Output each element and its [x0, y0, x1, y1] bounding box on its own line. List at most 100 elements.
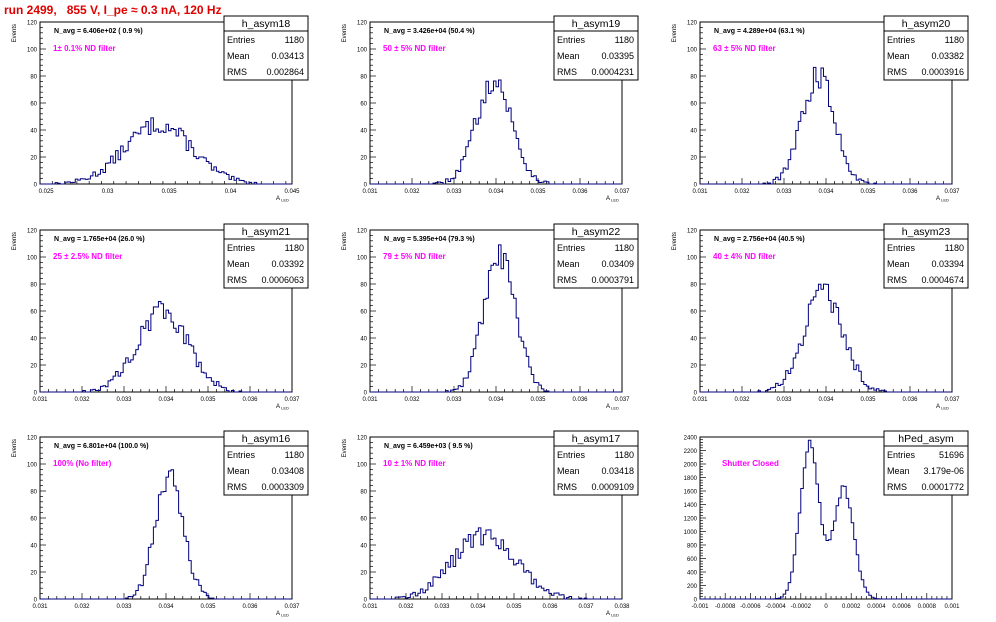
x-tick-label: 0.032 [404, 397, 420, 403]
stats-title: hPed_asym [898, 433, 954, 445]
stats-value: 0.03409 [601, 259, 634, 269]
y-tick-label: 120 [357, 436, 368, 442]
y-tick-label: 80 [30, 283, 37, 289]
x-tick-label: 0.035 [860, 397, 876, 403]
x-tick-label: 0.0008 [918, 604, 937, 610]
y-tick-label: 1000 [684, 530, 698, 536]
stats-label: RMS [887, 482, 907, 492]
stats-value: 1180 [615, 450, 634, 460]
y-tick-label: 120 [27, 229, 38, 235]
y-tick-label: 100 [27, 463, 38, 469]
stats-box [553, 15, 639, 81]
stats-label: Mean [227, 259, 250, 269]
x-axis-title-subscript: LED [610, 406, 619, 411]
histogram-panel-hPed_asym: 0 200 400 600 800 1000 1200 1400 1600 1800 2000 220… [684, 430, 969, 610]
y-tick-label: 60 [30, 517, 37, 523]
x-tick-label: -0.001 [691, 604, 709, 610]
y-axis-title: Events [12, 24, 18, 42]
histogram-line [40, 469, 292, 600]
histogram-line [370, 79, 622, 185]
stats-box [553, 430, 639, 496]
stats-value: 0.03395 [601, 51, 634, 61]
x-tick-label: 0.032 [734, 397, 750, 403]
x-tick-label: 0.036 [902, 189, 918, 195]
y-tick-label: 40 [30, 129, 37, 135]
stats-label: Entries [887, 450, 916, 460]
y-tick-label: 1400 [684, 503, 698, 509]
x-axis-title: A LED [606, 196, 619, 203]
x-axis-title: A LED [606, 404, 619, 411]
x-tick-label: 0.031 [362, 189, 378, 195]
filter-label: 1± 0.1% ND filter [53, 44, 116, 53]
histogram-line [370, 244, 622, 393]
stats-value: 51696 [939, 450, 964, 460]
x-tick-label: -0.0002 [791, 604, 812, 610]
x-axis-title: A LED [276, 404, 289, 411]
x-tick-label: 0.045 [284, 189, 300, 195]
y-tick-label: 40 [30, 337, 37, 343]
y-tick-label: 20 [360, 364, 367, 370]
y-tick-label: 1800 [684, 476, 698, 482]
x-tick-label: 0.035 [860, 189, 876, 195]
x-tick-label: 0.031 [32, 604, 48, 610]
filter-label: 63 ± 5% ND filter [713, 44, 776, 53]
x-tick-label: 0.032 [404, 189, 420, 195]
stats-label: RMS [557, 482, 577, 492]
stats-value: 0.03392 [271, 259, 304, 269]
filter-label: Shutter Closed [722, 459, 779, 468]
histogram-panel-h_asym18: 0 20 40 60 80 100 120 0.025 0.03 0.035 0.04 0.045 Ev… [12, 15, 309, 203]
filter-label: 79 ± 5% ND filter [383, 252, 446, 261]
y-axis-title: Events [672, 232, 678, 250]
y-tick-label: 60 [690, 102, 697, 108]
histogram-panel-h_asym23: 0 20 40 60 80 100 120 0.031 0.032 0.033 0.034 0.035… [672, 223, 969, 411]
x-tick-label: 0.032 [74, 397, 90, 403]
x-tick-label: 0.031 [32, 397, 48, 403]
y-tick-label: 40 [690, 129, 697, 135]
y-tick-label: 400 [687, 571, 698, 577]
x-tick-label: 0.036 [542, 604, 558, 610]
histogram-panel-h_asym19: 0 20 40 60 80 100 120 0.031 0.032 0.033 0.034 0.035… [342, 15, 639, 203]
x-tick-label: 0.035 [200, 397, 216, 403]
y-tick-label: 0 [364, 391, 368, 397]
stats-title: h_asym17 [572, 433, 621, 445]
x-axis-title: A LED [276, 611, 289, 618]
x-tick-label: 0.038 [614, 604, 630, 610]
stats-value: 0.0003791 [591, 275, 634, 285]
x-tick-label: 0.035 [200, 604, 216, 610]
stats-label: RMS [887, 275, 907, 285]
stats-title: h_asym19 [572, 18, 621, 30]
x-tick-label: 0.031 [362, 604, 378, 610]
x-axis-title: A LED [276, 196, 289, 203]
x-tick-label: 0.037 [284, 397, 300, 403]
stats-title: h_asym20 [902, 18, 951, 30]
n-avg-label: N_avg = 2.756e+04 (40.5 %) [714, 236, 805, 243]
stats-label: RMS [227, 67, 247, 77]
histogram-panel-h_asym16: 0 20 40 60 80 100 120 0.031 0.032 0.033 0.034 0.035… [12, 430, 309, 618]
x-tick-label: 0.0006 [892, 604, 911, 610]
x-tick-label: 0.025 [39, 189, 55, 195]
x-tick-label: 0.034 [470, 604, 486, 610]
stats-value: 1180 [285, 35, 304, 45]
stats-label: Entries [557, 243, 586, 253]
stats-value: 0.0003309 [261, 482, 304, 492]
x-tick-label: 0.032 [734, 189, 750, 195]
n-avg-label: N_avg = 1.765e+04 (26.0 %) [54, 236, 145, 243]
histogram-line [370, 527, 622, 600]
x-tick-label: -0.0008 [715, 604, 736, 610]
stats-label: Mean [557, 259, 580, 269]
stats-value: 0.03413 [271, 51, 304, 61]
y-tick-label: 0 [694, 391, 698, 397]
run-title: run 2499, 855 V, I_pe ≈ 0.3 nA, 120 Hz [4, 3, 222, 17]
y-axis-title: Events [12, 439, 18, 457]
x-tick-label: 0.035 [506, 604, 522, 610]
x-tick-label: 0.0002 [842, 604, 861, 610]
stats-label: Entries [887, 243, 916, 253]
x-tick-label: 0.031 [362, 397, 378, 403]
stats-label: Mean [227, 51, 250, 61]
x-axis-title-subscript: LED [280, 613, 289, 618]
x-tick-label: 0.033 [446, 189, 462, 195]
x-tick-label: -0.0006 [740, 604, 761, 610]
y-tick-label: 0 [694, 183, 698, 189]
x-tick-label: 0.036 [242, 604, 258, 610]
